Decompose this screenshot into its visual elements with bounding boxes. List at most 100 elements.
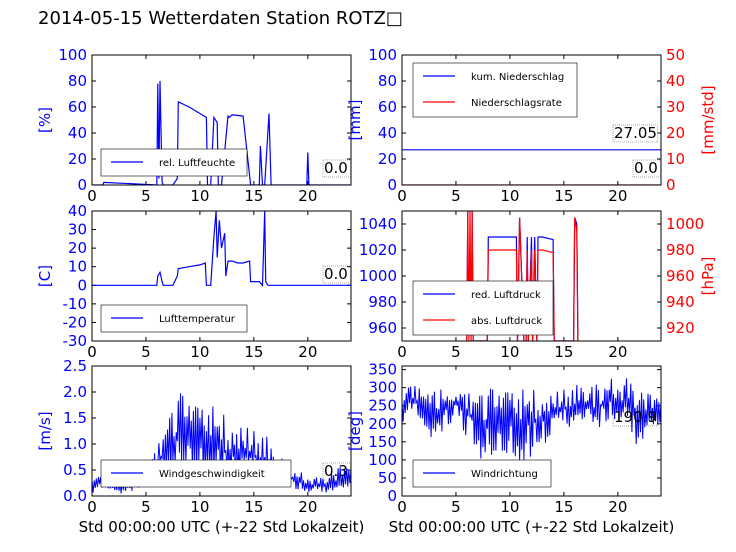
axes-frame bbox=[401, 54, 662, 186]
x-tick-label: 15 bbox=[244, 187, 263, 205]
y-tick-label: 20 bbox=[68, 239, 87, 257]
legend-label: Lufttemperatur bbox=[159, 314, 236, 325]
chart-precipitation: 0 5 10 15 20 0 20 40 60 80 100 0 10 20 30 40 50 [mm] [mm/s… bbox=[346, 46, 717, 205]
y2-tick-label: 20 bbox=[666, 124, 685, 142]
x-tick-label: 20 bbox=[608, 343, 627, 361]
y-axis-label: [mm] bbox=[346, 100, 364, 141]
x-tick-label: 0 bbox=[397, 187, 407, 205]
x-tick-label: 20 bbox=[298, 343, 317, 361]
y-axis-label: [m/s] bbox=[36, 411, 54, 450]
y2-tick-label: 960 bbox=[666, 267, 695, 285]
legend: red. Luftdruck abs. Luftdruck bbox=[412, 280, 554, 336]
readout-box bbox=[612, 124, 658, 143]
legend-box bbox=[412, 280, 554, 336]
y2-tick-label: 940 bbox=[666, 293, 695, 311]
y-tick-label: 1.5 bbox=[63, 409, 87, 427]
x-axis-label: Std 00:00:00 UTC (+-22 Std Lokalzeit) bbox=[79, 518, 365, 536]
y-tick-label: 2.5 bbox=[63, 357, 87, 375]
readout-box bbox=[322, 462, 351, 481]
y-tick-label: 960 bbox=[368, 319, 397, 337]
legend: Lufttemperatur bbox=[100, 304, 248, 333]
y-tick-label: 0 bbox=[387, 176, 397, 194]
y-tick-label: 200 bbox=[368, 415, 397, 433]
y2-tick-label: 0 bbox=[666, 176, 676, 194]
legend-label: rel. Luftfeuchte bbox=[159, 158, 235, 169]
legend: Windrichtung bbox=[412, 459, 552, 488]
readout-box bbox=[612, 408, 658, 427]
y-tick-label: -20 bbox=[63, 313, 88, 331]
y2-tick-label: 920 bbox=[666, 319, 695, 337]
legend: kum. Niederschlag Niederschlagsrate bbox=[412, 62, 578, 118]
y-axis-label: [deg] bbox=[346, 411, 364, 451]
readout-box bbox=[322, 159, 351, 178]
chart-humidity: 0 5 10 15 20 0 20 40 60 80 100 [%] rel. Luftfeuchte 0… bbox=[36, 46, 352, 205]
axes-frame bbox=[91, 54, 352, 186]
x-tick-label: 0 bbox=[397, 343, 407, 361]
y-tick-label: 30 bbox=[68, 221, 87, 239]
current-value-readout: 190.9 bbox=[614, 408, 657, 426]
x-tick-label: 20 bbox=[608, 498, 627, 516]
y-tick-label: 1000 bbox=[359, 267, 397, 285]
y-tick-label: 60 bbox=[68, 98, 87, 116]
legend-label: abs. Luftdruck bbox=[471, 316, 542, 327]
x-tick-label: 5 bbox=[141, 498, 151, 516]
current-value-readout: 0.0 bbox=[324, 265, 348, 283]
y-tick-label: 300 bbox=[368, 379, 397, 397]
legend-label: Windrichtung bbox=[471, 469, 538, 480]
legend: Windgeschwindigkeit bbox=[100, 459, 292, 488]
legend-box bbox=[412, 62, 578, 118]
axes-frame bbox=[401, 365, 662, 497]
x-tick-label: 0 bbox=[87, 498, 97, 516]
y-tick-label: 250 bbox=[368, 397, 397, 415]
x-tick-label: 0 bbox=[397, 498, 407, 516]
legend-label: Niederschlagsrate bbox=[471, 98, 562, 109]
x-tick-label: 5 bbox=[141, 187, 151, 205]
y-tick-label: 40 bbox=[68, 124, 87, 142]
y-tick-label: 0.5 bbox=[63, 461, 87, 479]
y-tick-label: 100 bbox=[368, 46, 397, 64]
y-tick-label: 980 bbox=[368, 293, 397, 311]
y-tick-label: 1040 bbox=[359, 215, 397, 233]
axes-frame bbox=[91, 365, 352, 497]
y-tick-label: 10 bbox=[68, 258, 87, 276]
y-tick-label: 100 bbox=[368, 451, 397, 469]
legend-label: kum. Niederschlag bbox=[471, 72, 564, 83]
x-tick-label: 15 bbox=[554, 343, 573, 361]
y-tick-label: 0 bbox=[77, 276, 87, 294]
y2-tick-label: 50 bbox=[666, 46, 685, 64]
x-tick-label: 20 bbox=[298, 498, 317, 516]
y2-tick-label: 1000 bbox=[666, 215, 704, 233]
x-tick-label: 5 bbox=[451, 498, 461, 516]
x-tick-label: 15 bbox=[554, 187, 573, 205]
current-value-readout: 0.0 bbox=[324, 159, 348, 177]
y-tick-label: 1.0 bbox=[63, 435, 87, 453]
y-tick-label: 100 bbox=[58, 46, 87, 64]
legend-label: Windgeschwindigkeit bbox=[159, 469, 265, 480]
y-tick-label: 20 bbox=[68, 150, 87, 168]
y-tick-label: 80 bbox=[378, 72, 397, 90]
y-tick-label: 2.0 bbox=[63, 383, 87, 401]
y-tick-label: 1020 bbox=[359, 241, 397, 259]
y2-tick-label: 10 bbox=[666, 150, 685, 168]
readout-box bbox=[632, 159, 661, 178]
y-tick-label: 80 bbox=[68, 72, 87, 90]
plot-area bbox=[92, 211, 351, 287]
x-tick-label: 15 bbox=[244, 498, 263, 516]
y-tick-label: 350 bbox=[368, 361, 397, 379]
readout-box bbox=[322, 265, 351, 284]
y-tick-label: 150 bbox=[368, 433, 397, 451]
series-line bbox=[402, 378, 661, 461]
current-value-readout: 0.3 bbox=[324, 462, 348, 480]
chart-pressure: 0 5 10 15 20 960 980 1000 1020 1040 920 940 960 980 10… bbox=[359, 210, 717, 361]
x-tick-label: 10 bbox=[190, 187, 209, 205]
y2-tick-label: 980 bbox=[666, 241, 695, 259]
current-value-readout: 27.05 bbox=[614, 124, 657, 142]
x-tick-label: 5 bbox=[451, 187, 461, 205]
x-tick-label: 20 bbox=[298, 187, 317, 205]
series-line bbox=[92, 211, 351, 287]
chart-temperature: 0 5 10 15 20-30-20-10010203040[C]Lufttempera… bbox=[36, 202, 352, 361]
x-tick-label: 5 bbox=[141, 343, 151, 361]
x-tick-label: 10 bbox=[500, 498, 519, 516]
axes-frame bbox=[401, 210, 662, 342]
